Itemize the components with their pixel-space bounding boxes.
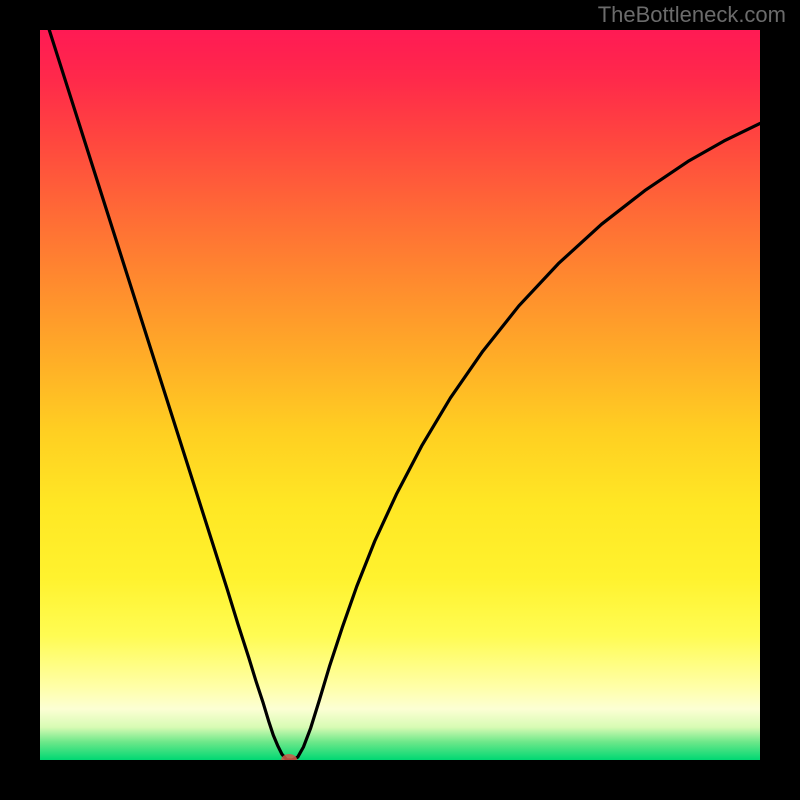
watermark-text: TheBottleneck.com (598, 2, 786, 27)
plot-background (40, 30, 760, 760)
chart-svg: TheBottleneck.com (0, 0, 800, 800)
chart-root: TheBottleneck.com (0, 0, 800, 800)
